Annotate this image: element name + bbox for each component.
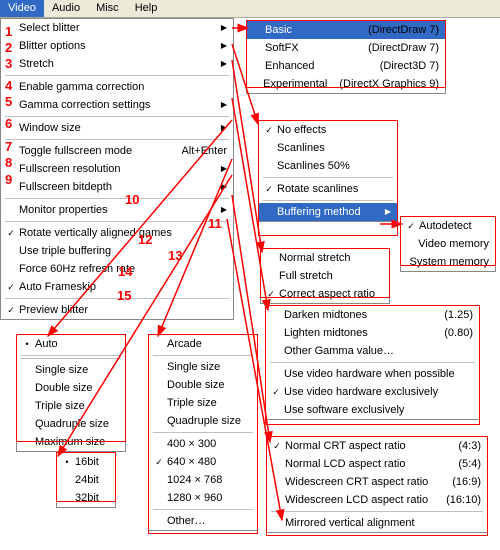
menu-item[interactable]: Gamma correction settings▶ xyxy=(1,96,233,114)
menu-item[interactable]: 1024 × 768 xyxy=(149,471,257,489)
menu-item[interactable]: Select blitter▶ xyxy=(1,19,233,37)
menu-audio[interactable]: Audio xyxy=(44,0,88,17)
menu-item[interactable]: Full stretch xyxy=(261,267,389,285)
menu-item[interactable]: 24bit xyxy=(57,471,115,489)
menu-item[interactable]: Other Gamma value… xyxy=(266,342,479,360)
buffer-submenu: ✓AutodetectVideo memorySystem memory xyxy=(400,216,496,272)
menu-item[interactable]: •16bit xyxy=(57,453,115,471)
menu-item[interactable]: Fullscreen resolution▶ xyxy=(1,160,233,178)
menu-item[interactable]: Use triple buffering xyxy=(1,242,233,260)
menu-misc[interactable]: Misc xyxy=(88,0,127,17)
menu-item[interactable]: Stretch▶ xyxy=(1,55,233,73)
menu-item[interactable]: Widescreen CRT aspect ratio(16:9) xyxy=(267,473,487,491)
menu-item[interactable]: Window size▶ xyxy=(1,119,233,137)
menu-item[interactable]: Enable gamma correction xyxy=(1,78,233,96)
menu-item[interactable]: ✓Correct aspect ratio xyxy=(261,285,389,303)
menu-item[interactable]: Basic(DirectDraw 7) xyxy=(247,21,445,39)
menu-item[interactable]: Video memory xyxy=(401,235,495,253)
menu-item[interactable]: Enhanced(Direct3D 7) xyxy=(247,57,445,75)
menu-item[interactable]: Normal LCD aspect ratio(5:4) xyxy=(267,455,487,473)
menu-item[interactable]: Buffering method▶ xyxy=(259,203,397,221)
menu-item[interactable]: Mirrored vertical alignment xyxy=(267,514,487,532)
stretch-submenu: Normal stretchFull stretch✓Correct aspec… xyxy=(260,248,390,304)
menu-item[interactable]: Quadruple size xyxy=(17,415,125,433)
menu-item[interactable]: ✓Preview blitter xyxy=(1,301,233,319)
menu-item[interactable]: 400 × 300 xyxy=(149,435,257,453)
menu-item[interactable]: SoftFX(DirectDraw 7) xyxy=(247,39,445,57)
bitdepth-submenu: •16bit24bit32bit xyxy=(56,452,116,508)
menu-item[interactable]: Monitor properties▶ xyxy=(1,201,233,219)
menu-item[interactable]: ✓Normal CRT aspect ratio(4:3) xyxy=(267,437,487,455)
menu-item[interactable]: ✓640 × 480 xyxy=(149,453,257,471)
blitter-submenu: Basic(DirectDraw 7)SoftFX(DirectDraw 7)E… xyxy=(246,20,446,94)
menu-item[interactable]: 32bit xyxy=(57,489,115,507)
menu-item[interactable]: Lighten midtones(0.80) xyxy=(266,324,479,342)
menubar: Video Audio Misc Help xyxy=(0,0,500,18)
aspect-submenu: ✓Normal CRT aspect ratio(4:3)Normal LCD … xyxy=(266,436,488,533)
menu-item[interactable]: Arcade xyxy=(149,335,257,353)
menu-item[interactable]: ✓Rotate scanlines xyxy=(259,180,397,198)
menu-item[interactable]: Single size xyxy=(149,358,257,376)
windowsize-submenu: •Auto Single sizeDouble sizeTriple sizeQu… xyxy=(16,334,126,452)
menu-item[interactable]: Force 60Hz refresh rate xyxy=(1,260,233,278)
menu-item[interactable]: Scanlines xyxy=(259,139,397,157)
gamma-submenu: Darken midtones(1.25)Lighten midtones(0.… xyxy=(265,305,480,420)
options-submenu: ✓No effectsScanlinesScanlines 50% ✓Rotate… xyxy=(258,120,398,222)
menu-item[interactable]: Normal stretch xyxy=(261,249,389,267)
menu-item[interactable]: System memory xyxy=(401,253,495,271)
menu-item[interactable]: Fullscreen bitdepth▶ xyxy=(1,178,233,196)
menu-video[interactable]: Video xyxy=(0,0,44,17)
menu-item[interactable]: •Auto xyxy=(17,335,125,353)
menu-item[interactable]: Toggle fullscreen modeAlt+Enter xyxy=(1,142,233,160)
menu-item[interactable]: Triple size xyxy=(149,394,257,412)
menu-item[interactable]: ✓Rotate vertically aligned games xyxy=(1,224,233,242)
menu-item[interactable]: ✓No effects xyxy=(259,121,397,139)
menu-item[interactable]: Quadruple size xyxy=(149,412,257,430)
menu-item[interactable]: Use video hardware when possible xyxy=(266,365,479,383)
menu-item[interactable]: Scanlines 50% xyxy=(259,157,397,175)
video-menu: Select blitter▶Blitter options▶Stretch▶ E… xyxy=(0,18,234,320)
menu-item[interactable]: Maximum size xyxy=(17,433,125,451)
menu-item[interactable]: Widescreen LCD aspect ratio(16:10) xyxy=(267,491,487,509)
menu-item[interactable]: Double size xyxy=(149,376,257,394)
menu-item[interactable]: Single size xyxy=(17,361,125,379)
menu-help[interactable]: Help xyxy=(127,0,166,17)
menu-item[interactable]: ✓Use video hardware exclusively xyxy=(266,383,479,401)
menu-item[interactable]: Experimental(DirectX Graphics 9) xyxy=(247,75,445,93)
menu-item[interactable]: Triple size xyxy=(17,397,125,415)
menu-item[interactable]: Blitter options▶ xyxy=(1,37,233,55)
menu-item[interactable]: Darken midtones(1.25) xyxy=(266,306,479,324)
resolution-submenu: Arcade Single sizeDouble sizeTriple sizeQ… xyxy=(148,334,258,531)
menu-item[interactable]: Double size xyxy=(17,379,125,397)
menu-item[interactable]: ✓Autodetect xyxy=(401,217,495,235)
menu-item[interactable]: ✓Auto Frameskip xyxy=(1,278,233,296)
menu-item[interactable]: Use software exclusively xyxy=(266,401,479,419)
menu-item[interactable]: Other… xyxy=(149,512,257,530)
menu-item[interactable]: 1280 × 960 xyxy=(149,489,257,507)
